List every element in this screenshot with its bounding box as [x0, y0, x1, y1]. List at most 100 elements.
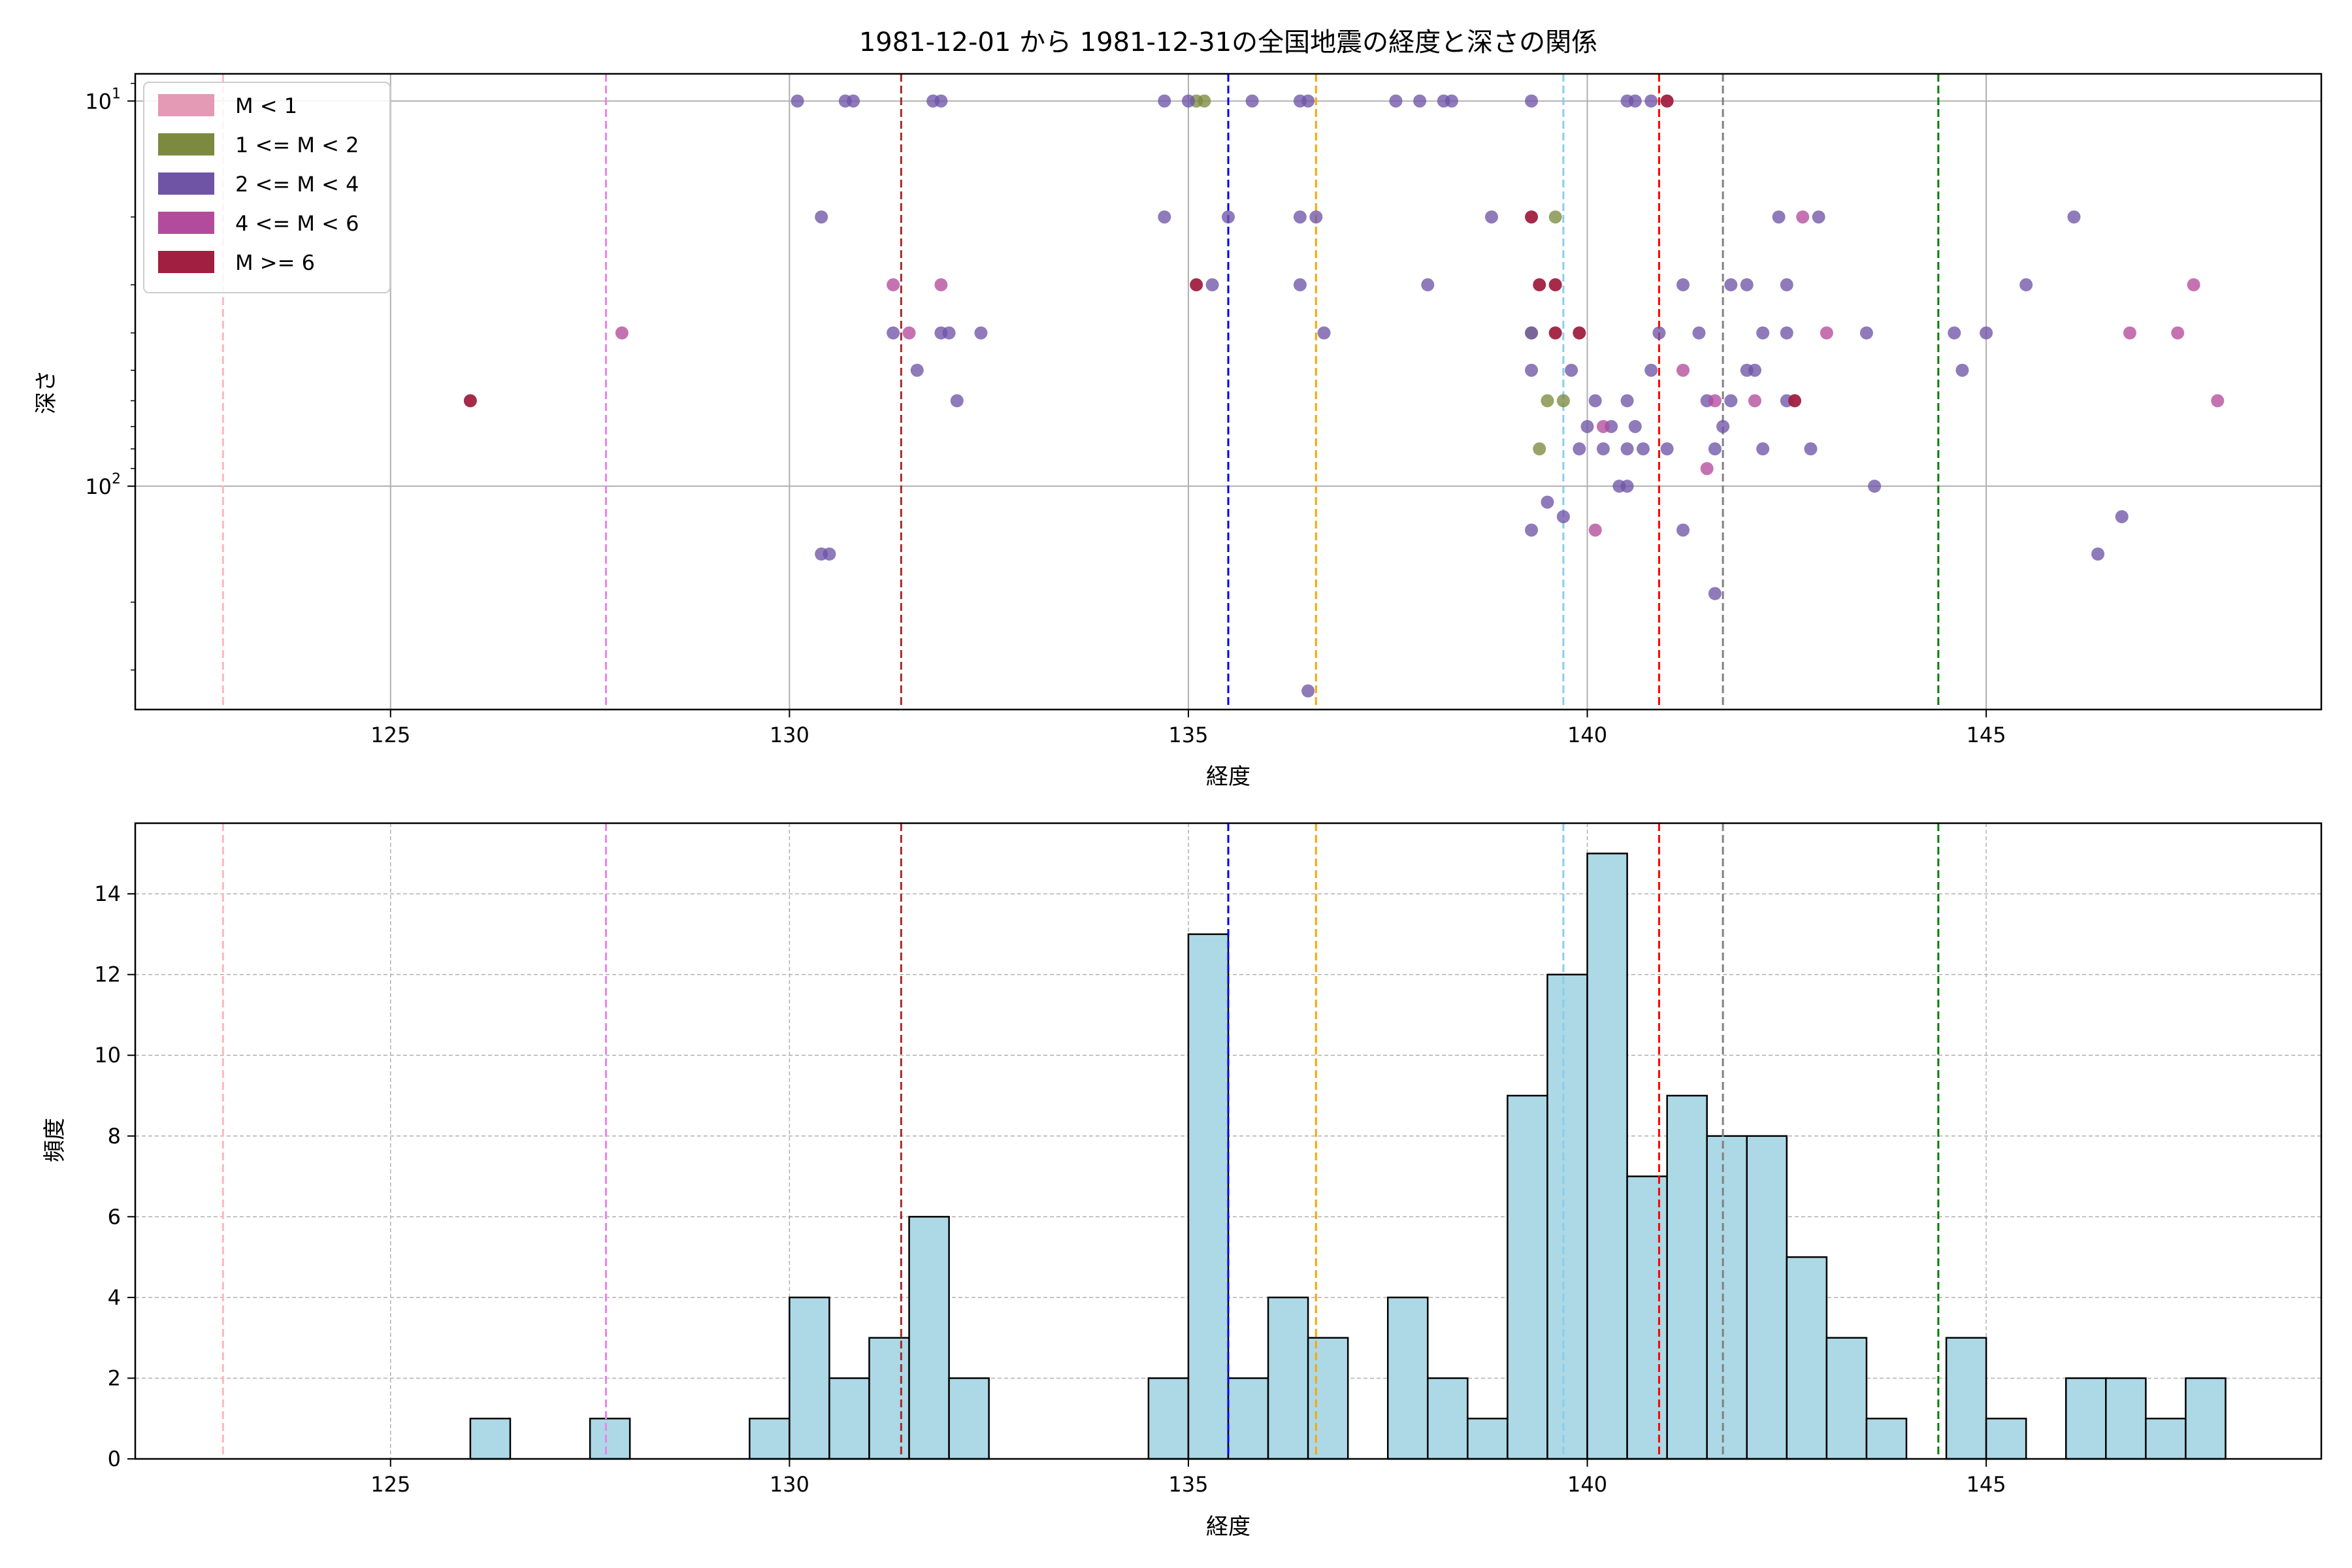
histogram-bar-42 — [2145, 1417, 2187, 1460]
scatter-point-s2-84 — [1708, 587, 1722, 600]
histogram-x-tick-label-4: 145 — [1967, 1472, 2006, 1497]
scatter-point-s2-23 — [1484, 210, 1498, 224]
scatter-point-s2-33 — [1780, 278, 1793, 291]
histogram-bar-29 — [1626, 1175, 1668, 1460]
scatter-point-s2-20 — [1222, 210, 1235, 224]
histogram-bar-9 — [828, 1377, 870, 1460]
histogram-bar-23 — [1386, 1296, 1429, 1460]
scatter-point-s3-9 — [1820, 326, 1833, 340]
scatter-x-tick-label-4: 145 — [1967, 723, 2006, 747]
histogram-x-tick-label-0: 125 — [370, 1472, 410, 1497]
scatter-y-axis-label: 深さ — [33, 370, 59, 414]
scatter-point-s2-43 — [1756, 326, 1770, 340]
histogram-bar-21 — [1307, 1337, 1349, 1460]
scatter-point-s2-40 — [1525, 326, 1539, 340]
scatter-point-s2-76 — [1541, 495, 1554, 509]
scatter-point-s2-70 — [1708, 442, 1722, 456]
scatter-point-s3-8 — [1796, 210, 1810, 224]
scatter-point-s2-34 — [2019, 278, 2033, 291]
histogram-y-tick-label-3: 6 — [108, 1204, 121, 1229]
legend-label-0: M < 1 — [235, 93, 297, 118]
histogram-bar-0 — [469, 1417, 512, 1460]
scatter-x-tick-label-2: 135 — [1168, 723, 1208, 747]
scatter-point-s2-77 — [1556, 510, 1570, 523]
histogram-y-tick-label-1: 2 — [108, 1365, 121, 1390]
scatter-y-tick-label-1: 102 — [85, 471, 121, 499]
scatter-point-s2-2 — [847, 94, 860, 108]
scatter-point-s2-16 — [1628, 94, 1642, 108]
scatter-point-s2-32 — [1740, 278, 1754, 291]
histogram-bar-3 — [589, 1417, 631, 1460]
histogram-bar-20 — [1267, 1296, 1309, 1460]
histogram-y-tick-label-0: 0 — [108, 1446, 121, 1471]
scatter-point-s2-54 — [1955, 363, 1969, 377]
scatter-point-s3-14 — [1588, 523, 1602, 537]
scatter-point-s2-74 — [1620, 480, 1634, 493]
histogram-bar-18 — [1187, 933, 1230, 1460]
scatter-point-s2-21 — [1293, 210, 1307, 224]
histogram-bar-32 — [1746, 1135, 1788, 1460]
histogram-frame — [134, 822, 2323, 1460]
scatter-point-s2-64 — [1716, 419, 1730, 433]
histogram-bar-19 — [1227, 1377, 1269, 1460]
scatter-point-s2-30 — [1676, 278, 1690, 291]
scatter-x-tick-label-3: 140 — [1567, 723, 1607, 747]
scatter-legend: M < 1 1 <= M < 2 2 <= M < 4 4 <= M < 6 M >= … — [143, 82, 391, 293]
legend-swatch-1 — [158, 133, 214, 155]
scatter-point-s2-5 — [1158, 94, 1171, 108]
scatter-point-s2-67 — [1620, 442, 1634, 456]
histogram-bar-12 — [948, 1377, 990, 1460]
legend-label-4: M >= 6 — [235, 250, 315, 275]
scatter-y-tick-label-0: 101 — [85, 86, 121, 114]
scatter-point-s2-19 — [1158, 210, 1171, 224]
scatter-point-s3-6 — [1748, 394, 1761, 408]
scatter-point-s2-71 — [1756, 442, 1770, 456]
scatter-title: 1981-12-01 から 1981-12-31の全国地震の経度と深さの関係 — [859, 27, 1597, 57]
scatter-point-s4-4 — [1548, 278, 1562, 291]
scatter-point-s2-7 — [1245, 94, 1259, 108]
scatter-point-s2-26 — [2067, 210, 2081, 224]
histogram-bar-26 — [1507, 1094, 1548, 1460]
scatter-point-s2-65 — [1573, 442, 1586, 456]
scatter-point-s2-13 — [1445, 94, 1458, 108]
scatter-point-s2-82 — [823, 547, 836, 561]
scatter-point-s4-8 — [1788, 394, 1802, 408]
scatter-point-s3-2 — [934, 278, 948, 291]
scatter-point-s4-6 — [1573, 326, 1586, 340]
histogram-bar-43 — [2185, 1377, 2227, 1460]
scatter-point-s3-3 — [902, 326, 916, 340]
histogram-bar-40 — [2065, 1377, 2107, 1460]
histogram-bar-10 — [868, 1337, 910, 1460]
scatter-point-s2-63 — [1628, 419, 1642, 433]
legend-swatch-3 — [158, 212, 214, 234]
scatter-frame — [134, 73, 2323, 711]
scatter-point-s2-49 — [1525, 363, 1539, 377]
histogram-y-tick-label-2: 4 — [108, 1285, 121, 1310]
histogram-bar-37 — [1945, 1337, 1987, 1460]
scatter-points — [463, 94, 2225, 698]
scatter-x-tick-label-1: 130 — [770, 723, 809, 747]
scatter-point-s2-50 — [1565, 363, 1578, 377]
scatter-point-s2-17 — [1644, 94, 1658, 108]
histogram-reference-lines — [221, 823, 1940, 1459]
scatter-point-s2-59 — [1724, 394, 1738, 408]
scatter-point-s2-22 — [1309, 210, 1323, 224]
histogram-bar-27 — [1546, 973, 1588, 1460]
scatter-point-s2-69 — [1660, 442, 1674, 456]
histogram-bar-25 — [1467, 1417, 1509, 1460]
scatter-point-s4-5 — [1548, 326, 1562, 340]
scatter-point-s3-4 — [1676, 363, 1690, 377]
scatter-point-s2-79 — [1525, 523, 1539, 537]
histogram-bar-35 — [1865, 1417, 1908, 1460]
scatter-point-s2-85 — [1301, 684, 1315, 698]
legend-swatch-2 — [158, 172, 214, 195]
histogram-x-axis-label: 経度 — [1206, 1514, 1250, 1540]
scatter-point-s4-1 — [1190, 278, 1203, 291]
histogram-y-tick-label-5: 10 — [94, 1043, 121, 1068]
scatter-point-s3-1 — [887, 278, 900, 291]
scatter-point-s2-0 — [791, 94, 804, 108]
histogram-bar-24 — [1427, 1377, 1469, 1460]
histogram-y-axis-label: 頻度 — [42, 1118, 68, 1162]
scatter-x-axis-label: 経度 — [1206, 764, 1250, 790]
